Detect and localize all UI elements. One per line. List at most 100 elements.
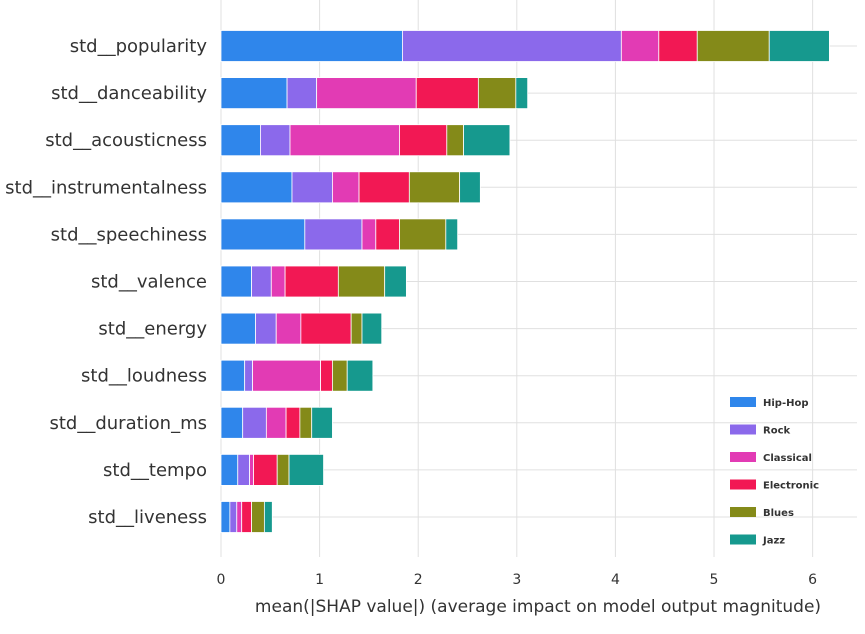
bar-segment: [244, 359, 253, 392]
y-axis-labels: std__popularity std__danceability std__aco…: [5, 36, 207, 528]
bar-segment: [265, 406, 287, 439]
bar-segment: [768, 30, 830, 62]
bar-segment: [316, 77, 417, 109]
bar-segment: [311, 406, 333, 439]
bar-segment: [220, 453, 239, 486]
y-tick-label: std__speechiness: [51, 224, 207, 245]
x-tick-label: 5: [710, 572, 719, 588]
bar-segment: [515, 77, 529, 109]
bar-segment: [459, 171, 481, 204]
legend-swatch: [730, 452, 756, 462]
bar-segment: [253, 453, 278, 486]
legend-label: Blues: [763, 508, 794, 519]
bar-segment: [270, 265, 286, 298]
y-tick-label: std__danceability: [51, 83, 207, 104]
legend-label: Electronic: [763, 481, 819, 492]
bar-segment: [332, 171, 360, 204]
bar-segment: [300, 312, 352, 345]
x-tick-label: 4: [611, 572, 620, 588]
bar-segment: [220, 77, 288, 109]
bar-segment: [251, 265, 272, 298]
x-tick-label: 0: [217, 572, 226, 588]
x-axis-label: mean(|SHAP value|) (average impact on mo…: [255, 597, 821, 617]
bar-segment: [284, 265, 339, 298]
bar-segment: [285, 406, 301, 439]
bar-segment: [408, 171, 461, 204]
bar-segment: [477, 77, 517, 109]
y-tick-label: std__energy: [98, 319, 207, 340]
y-tick-label: std__liveness: [88, 507, 207, 528]
bar-segment: [304, 218, 363, 251]
bar-segment: [220, 171, 293, 204]
bar-segment: [252, 359, 321, 392]
bar-segment: [288, 453, 324, 486]
bar-segment: [255, 312, 277, 345]
bar-segment: [229, 501, 238, 533]
bar-segment: [445, 218, 459, 251]
bar-segment: [291, 171, 333, 204]
bar-segment: [241, 501, 252, 533]
bar-segment: [399, 218, 447, 251]
bar-segment: [361, 312, 383, 345]
bar-segment: [260, 124, 291, 157]
y-tick-label: std__tempo: [103, 460, 207, 481]
bar-segment: [237, 453, 250, 486]
x-tick-label: 2: [414, 572, 423, 588]
bar-segment: [242, 406, 267, 439]
bar-segment: [263, 501, 273, 533]
bar-segment: [220, 124, 261, 157]
bar-segment: [346, 359, 374, 392]
bar-segment: [299, 406, 313, 439]
bar-segment: [220, 218, 306, 251]
bar-segment: [286, 77, 318, 109]
bar-segment: [332, 359, 348, 392]
bar-segment: [236, 501, 243, 533]
legend-swatch: [730, 479, 756, 490]
y-tick-label: std__popularity: [70, 36, 208, 57]
bar-segment: [658, 30, 698, 62]
bar-segment: [399, 124, 448, 157]
bar-segment: [220, 265, 252, 298]
legend-label: Hip-Hop: [763, 398, 809, 409]
bar-segment: [249, 453, 254, 486]
bar-segment: [251, 501, 265, 533]
legend-label: Rock: [763, 426, 790, 437]
bar-segment: [375, 218, 400, 251]
bar-segment: [463, 124, 511, 157]
bar-segment: [402, 30, 622, 62]
bar-segment: [275, 312, 302, 345]
bar-segment: [415, 77, 479, 109]
bar-segment: [361, 218, 377, 251]
bar-segment: [350, 312, 363, 345]
legend-swatch: [730, 534, 756, 545]
y-tick-label: std__valence: [91, 272, 207, 293]
bar-segment: [384, 265, 407, 298]
bars: [220, 30, 830, 533]
legend-label: Jazz: [762, 536, 785, 547]
legend-label: Classical: [763, 453, 812, 464]
bar-segment: [220, 30, 403, 62]
x-tick-label: 3: [512, 572, 521, 588]
bar-segment: [696, 30, 770, 62]
y-tick-label: std__acousticness: [45, 130, 207, 151]
bar-segment: [358, 171, 410, 204]
x-tick-label: 6: [808, 572, 817, 588]
bar-segment: [289, 124, 400, 157]
bar-segment: [320, 359, 333, 392]
x-tick-label: 1: [315, 572, 324, 588]
y-tick-label: std__instrumentalness: [5, 177, 207, 198]
bar-segment: [276, 453, 290, 486]
bar-segment: [220, 406, 244, 439]
legend-swatch: [730, 397, 756, 407]
bar-segment: [220, 501, 231, 533]
legend-swatch: [730, 424, 756, 435]
bar-segment: [337, 265, 386, 298]
y-tick-label: std__duration_ms: [49, 413, 207, 434]
legend-swatch: [730, 507, 756, 517]
bar-segment: [220, 359, 246, 392]
x-axis-ticks: 0 1 2 3 4 5 6: [217, 572, 818, 588]
bar-segment: [446, 124, 464, 157]
y-tick-label: std__loudness: [81, 366, 207, 387]
bar-segment: [620, 30, 660, 62]
